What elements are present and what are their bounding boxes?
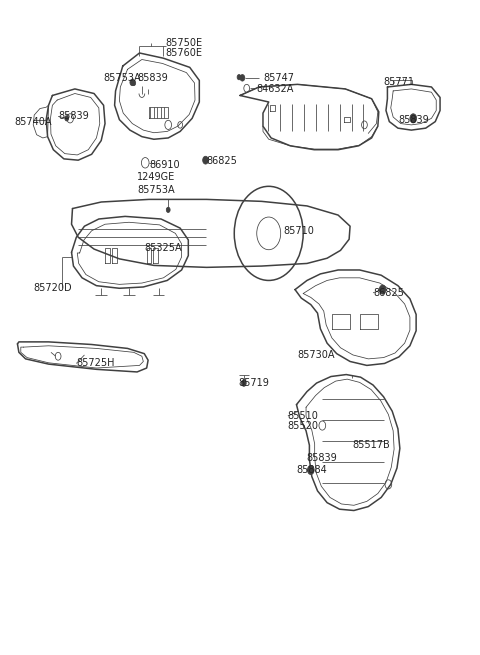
Circle shape [65,116,69,121]
Text: 85839: 85839 [137,73,168,83]
Circle shape [203,157,208,164]
Text: 85839: 85839 [58,111,89,121]
Text: 85760E: 85760E [166,48,203,58]
Circle shape [240,75,245,81]
Circle shape [237,75,241,80]
Circle shape [410,114,417,123]
Text: 85720D: 85720D [33,283,72,293]
Text: 86825: 86825 [206,156,238,166]
Text: 85325A: 85325A [144,243,182,253]
Text: 85771: 85771 [384,77,415,87]
Circle shape [379,285,386,294]
Text: 85839: 85839 [398,115,429,124]
Text: 85730A: 85730A [298,350,335,360]
Circle shape [308,466,314,475]
Text: 85747: 85747 [263,73,294,83]
Text: 85710: 85710 [283,226,314,236]
Text: 84632A: 84632A [257,84,294,94]
Circle shape [132,81,136,86]
Text: 85719: 85719 [239,378,269,388]
Circle shape [130,79,135,86]
Text: 85510: 85510 [288,411,319,421]
Text: 85520: 85520 [288,421,319,430]
Text: 86910: 86910 [149,160,180,170]
Text: 85725H: 85725H [76,358,115,369]
Text: 85740A: 85740A [14,117,51,126]
Circle shape [166,207,170,212]
Text: 85750E: 85750E [166,38,203,48]
Text: 86825: 86825 [373,288,404,298]
Circle shape [241,380,246,386]
Text: 85753A: 85753A [104,73,141,83]
Text: 85753A: 85753A [137,185,175,195]
Text: 85884: 85884 [297,465,327,475]
Text: 85839: 85839 [306,453,337,463]
Text: 85517B: 85517B [352,440,390,450]
Text: 1249GE: 1249GE [137,172,175,182]
